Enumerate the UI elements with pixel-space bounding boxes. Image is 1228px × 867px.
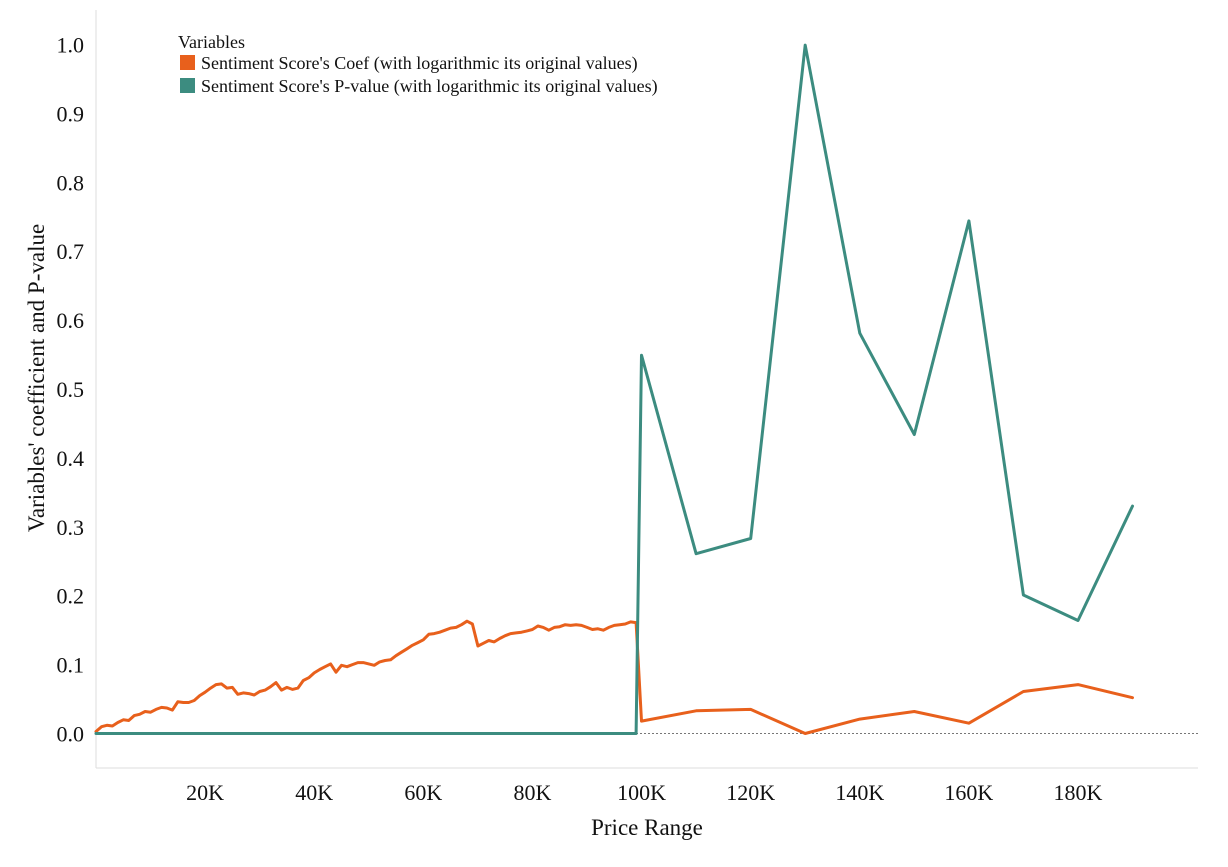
series-layer — [94, 43, 1134, 735]
y-tick-label: 0.7 — [57, 239, 85, 264]
x-axis-title: Price Range — [591, 815, 703, 840]
y-tick-label: 0.6 — [57, 308, 85, 333]
legend-swatch-pvalue — [180, 78, 195, 93]
x-tick-label: 20K — [186, 780, 224, 805]
y-tick-label: 0.3 — [57, 515, 85, 540]
x-tick-label: 60K — [404, 780, 442, 805]
x-tick-label: 180K — [1054, 780, 1103, 805]
legend-label-coef: Sentiment Score's Coef (with logarithmic… — [201, 53, 638, 74]
x-tick-label: 100K — [617, 780, 666, 805]
x-tick-label: 160K — [944, 780, 993, 805]
y-tick-label: 0.9 — [57, 101, 85, 126]
series-line-coef — [94, 619, 1134, 735]
y-axis-ticks: 0.0 0.1 0.2 0.3 0.4 0.5 0.6 0.7 0.8 0.9 1.0 — [57, 32, 85, 746]
legend: Variables Sentiment Score's Coef (with l… — [178, 32, 658, 97]
x-tick-label: 120K — [726, 780, 775, 805]
legend-swatch-coef — [180, 55, 195, 70]
y-tick-label: 0.8 — [57, 170, 85, 195]
plot-area — [95, 10, 1198, 769]
legend-title: Variables — [178, 32, 245, 52]
x-tick-label: 140K — [835, 780, 884, 805]
y-tick-label: 0.2 — [57, 584, 85, 609]
y-tick-label: 0.5 — [57, 377, 85, 402]
y-tick-label: 0.0 — [57, 722, 85, 747]
x-tick-label: 40K — [295, 780, 333, 805]
legend-label-pvalue: Sentiment Score's P-value (with logarith… — [201, 76, 658, 97]
series-line-pvalue — [94, 43, 1134, 735]
y-tick-label: 1.0 — [57, 32, 85, 57]
y-axis-title: Variables' coefficient and P-value — [24, 224, 49, 532]
y-tick-label: 0.1 — [57, 653, 85, 678]
x-tick-label: 80K — [513, 780, 551, 805]
y-tick-label: 0.4 — [57, 446, 85, 471]
x-axis-ticks: 20K 40K 60K 80K 100K 120K 140K 160K 180K — [186, 780, 1102, 805]
